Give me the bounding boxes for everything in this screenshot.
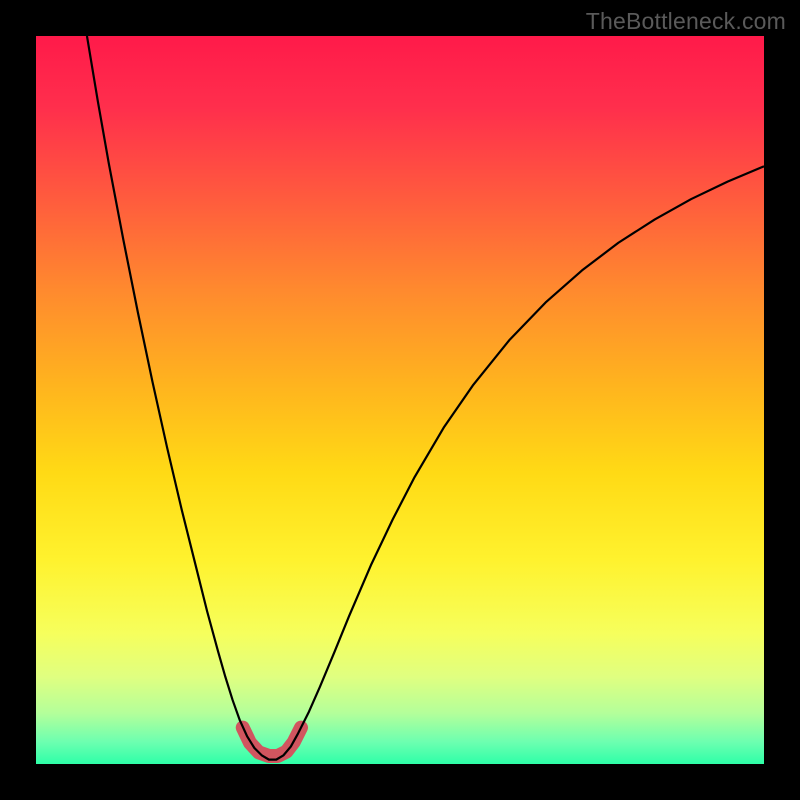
watermark-text: TheBottleneck.com [586, 8, 786, 35]
chart-container [36, 36, 764, 764]
bottleneck-chart [36, 36, 764, 764]
gradient-background [36, 36, 764, 764]
